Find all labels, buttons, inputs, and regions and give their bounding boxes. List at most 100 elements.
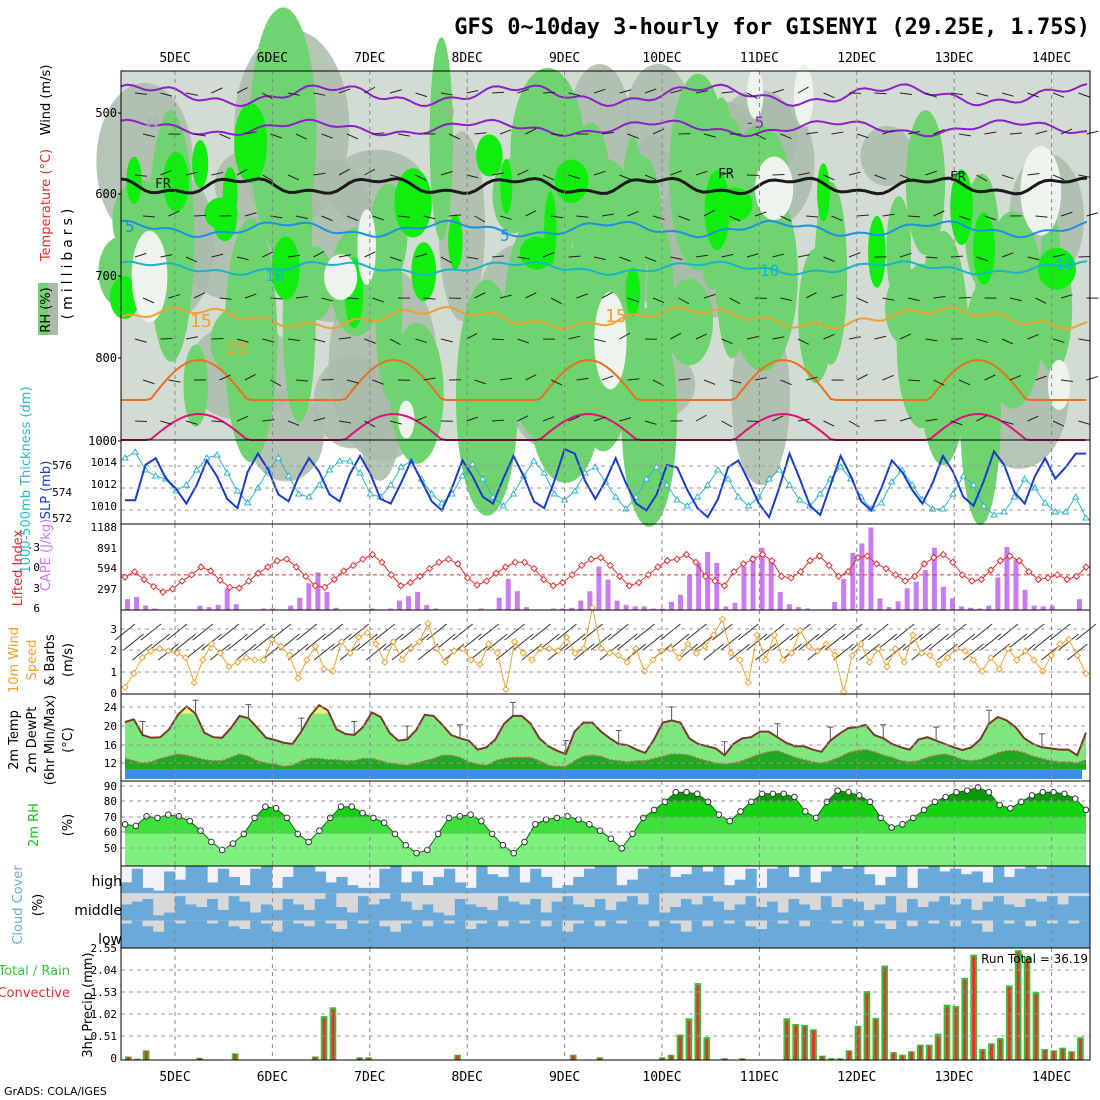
wind-barb [517, 256, 530, 260]
cape-bar [143, 605, 149, 610]
cloud-low-bar [562, 931, 574, 948]
cape-bar [750, 555, 756, 610]
wind-barb [466, 416, 478, 422]
cape-bar [197, 605, 203, 610]
wind-barb [848, 171, 861, 176]
wind10-barb [218, 623, 240, 641]
wind-barb [619, 89, 632, 94]
wind-barb [134, 92, 147, 95]
wind10-point [1030, 656, 1038, 664]
cloud-middle-bar [260, 904, 273, 921]
slp-tick: 1010 [91, 500, 118, 513]
cloud-high-bar [810, 882, 822, 894]
wind-barb [780, 297, 793, 302]
cloud-low-bar [131, 920, 144, 948]
cloud-middle-bar [670, 907, 682, 921]
wind-barb [193, 133, 206, 137]
cloud-middle-bar [777, 912, 790, 921]
wind-barb [976, 414, 988, 422]
cloud-high-bar [670, 876, 682, 894]
wind10-point [874, 644, 882, 653]
rh2m-point [218, 846, 226, 854]
cloud-gap [293, 920, 305, 924]
thickness-point [683, 502, 692, 509]
li-point [644, 571, 653, 579]
wind10-point [935, 660, 943, 669]
rh2m-point [197, 827, 204, 835]
cloud-gap [476, 920, 488, 924]
wind-barb [1035, 297, 1047, 304]
cloud-middle-bar [637, 904, 650, 921]
thickness-point [192, 466, 201, 473]
cloud-gap [885, 893, 897, 897]
wind-barb [644, 420, 657, 425]
cloud-gap [1079, 893, 1091, 897]
cloud-low-bar [939, 920, 951, 948]
cloud-high-bar [131, 868, 144, 894]
rh-dry-patch [131, 230, 168, 323]
precip-convective-bar [1034, 994, 1038, 1060]
cloud-gap [820, 893, 833, 897]
cape-bar [623, 604, 629, 610]
cape-bar [324, 591, 330, 610]
cape-bar [1076, 599, 1082, 610]
wind10-barb [859, 643, 880, 661]
wind-barb [295, 379, 308, 382]
wind-barb [313, 92, 326, 96]
wind-barb [287, 174, 300, 181]
li-point [359, 555, 367, 563]
rh2m-point [834, 787, 841, 794]
cloud-gap [583, 893, 596, 907]
cloud-high-bar [863, 874, 876, 894]
wind-barb [244, 212, 257, 217]
precip-convective-bar [954, 1008, 958, 1060]
wind-barb [1078, 338, 1091, 342]
tick-labels: 5DEC 5DEC 6DEC 6DEC 7DEC 7DEC 8DEC 8DEC 9DEC 9DEC… [159, 51, 1071, 1085]
temp-tick: 24 [104, 701, 118, 714]
precip-convective-bar [847, 1051, 851, 1060]
cape-bar [587, 591, 593, 610]
li-point [473, 581, 481, 589]
thickness-point [274, 454, 283, 461]
cloud-middle-bar [691, 904, 703, 921]
precip-convective-bar [705, 1038, 709, 1060]
cloud-gap [444, 893, 456, 916]
wind10-barb [867, 623, 889, 641]
rh-bright-patch [500, 158, 513, 214]
upper-ytick: 800 [95, 351, 117, 365]
cloud-gap [928, 893, 940, 902]
thickness-point [233, 487, 242, 494]
x-tick-top: 13DEC [935, 51, 974, 66]
wind10-barb [149, 633, 170, 651]
rh2m-label: 2m RH [27, 803, 42, 847]
wind-barb [950, 420, 963, 426]
rh-bright-patch [234, 102, 268, 184]
rh2m-unit: (%) [61, 814, 76, 837]
cloud-middle-bar [314, 898, 327, 921]
cape-bar [406, 596, 412, 610]
cloud-middle-bar [336, 907, 348, 921]
thickness-point [693, 493, 702, 500]
cloud-middle-bar [379, 898, 391, 921]
cloud-panel [121, 866, 1091, 948]
temp-line [124, 703, 1087, 757]
cloud-gap [831, 893, 843, 907]
rh-band [125, 817, 1086, 834]
wind10-point [129, 669, 138, 678]
thickness-point [816, 490, 825, 497]
li-point [1072, 572, 1081, 581]
rh-bright-patch [554, 159, 589, 203]
wind10-barb [521, 643, 543, 661]
wind-barb [372, 132, 385, 135]
cloud-middle-bar [982, 901, 994, 921]
wind-barb [797, 418, 810, 422]
li-point [853, 553, 862, 562]
wind-barb [1035, 215, 1048, 218]
isotherm-20 [121, 359, 1086, 401]
cape-bar [514, 591, 520, 610]
cloud-gap [594, 920, 606, 927]
wind10-point [1064, 635, 1073, 644]
wind10-barb [1075, 623, 1097, 641]
wind10-barb [997, 623, 1019, 641]
wind10-barb [504, 623, 525, 641]
